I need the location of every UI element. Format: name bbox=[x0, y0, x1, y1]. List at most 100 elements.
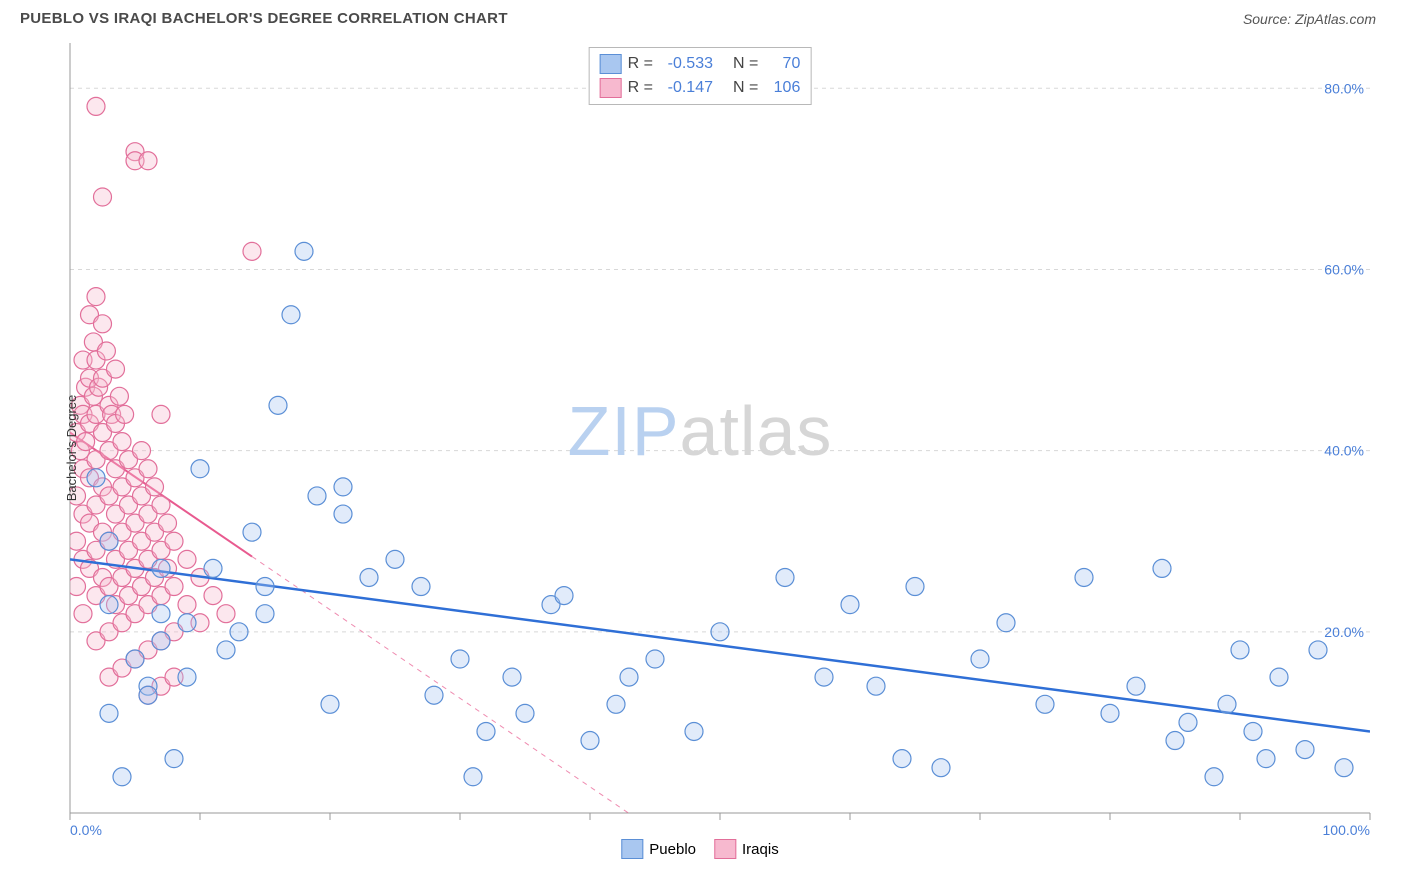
data-point bbox=[243, 242, 261, 260]
data-point bbox=[1205, 768, 1223, 786]
data-point bbox=[1296, 741, 1314, 759]
data-point bbox=[503, 668, 521, 686]
stat-n-label: N = bbox=[733, 52, 758, 76]
data-point bbox=[87, 288, 105, 306]
stats-swatch bbox=[600, 78, 622, 98]
y-axis-label: Bachelor's Degree bbox=[64, 395, 79, 502]
stat-r-value: -0.533 bbox=[659, 52, 713, 76]
data-point bbox=[412, 578, 430, 596]
data-point bbox=[230, 623, 248, 641]
data-point bbox=[1218, 695, 1236, 713]
data-point bbox=[113, 768, 131, 786]
data-point bbox=[204, 559, 222, 577]
data-point bbox=[165, 578, 183, 596]
data-point bbox=[1257, 750, 1275, 768]
data-point bbox=[1127, 677, 1145, 695]
data-point bbox=[139, 460, 157, 478]
data-point bbox=[97, 342, 115, 360]
data-point bbox=[1231, 641, 1249, 659]
data-point bbox=[815, 668, 833, 686]
legend-item: Pueblo bbox=[621, 839, 696, 859]
stat-n-value: 106 bbox=[764, 76, 800, 100]
data-point bbox=[87, 469, 105, 487]
stat-r-label: R = bbox=[628, 76, 653, 100]
data-point bbox=[1153, 559, 1171, 577]
data-point bbox=[87, 97, 105, 115]
data-point bbox=[74, 605, 92, 623]
data-point bbox=[68, 578, 86, 596]
data-point bbox=[269, 396, 287, 414]
data-point bbox=[178, 550, 196, 568]
stat-r-label: R = bbox=[628, 52, 653, 76]
stat-n-label: N = bbox=[733, 76, 758, 100]
legend-bottom: Pueblo Iraqis bbox=[621, 839, 778, 859]
data-point bbox=[360, 568, 378, 586]
data-point bbox=[139, 686, 157, 704]
data-point bbox=[295, 242, 313, 260]
data-point bbox=[282, 306, 300, 324]
data-point bbox=[685, 722, 703, 740]
data-point bbox=[776, 568, 794, 586]
y-tick-label: 40.0% bbox=[1324, 443, 1364, 459]
data-point bbox=[204, 587, 222, 605]
data-point bbox=[191, 460, 209, 478]
data-point bbox=[152, 632, 170, 650]
data-point bbox=[1075, 568, 1093, 586]
data-point bbox=[893, 750, 911, 768]
data-point bbox=[1101, 704, 1119, 722]
x-tick-label: 100.0% bbox=[1323, 822, 1370, 838]
data-point bbox=[77, 433, 95, 451]
data-point bbox=[646, 650, 664, 668]
data-point bbox=[386, 550, 404, 568]
data-point bbox=[1335, 759, 1353, 777]
chart-svg: 20.0%40.0%60.0%80.0%0.0%100.0% bbox=[20, 33, 1380, 863]
y-tick-label: 80.0% bbox=[1324, 80, 1364, 96]
data-point bbox=[334, 505, 352, 523]
data-point bbox=[256, 605, 274, 623]
stats-swatch bbox=[600, 54, 622, 74]
data-point bbox=[1036, 695, 1054, 713]
data-point bbox=[1309, 641, 1327, 659]
stat-n-value: 70 bbox=[764, 52, 800, 76]
legend-item: Iraqis bbox=[714, 839, 779, 859]
data-point bbox=[126, 650, 144, 668]
data-point bbox=[94, 188, 112, 206]
data-point bbox=[68, 532, 86, 550]
data-point bbox=[607, 695, 625, 713]
data-point bbox=[1270, 668, 1288, 686]
data-point bbox=[711, 623, 729, 641]
data-point bbox=[217, 641, 235, 659]
data-point bbox=[152, 496, 170, 514]
data-point bbox=[100, 532, 118, 550]
data-point bbox=[1244, 722, 1262, 740]
data-point bbox=[100, 704, 118, 722]
legend-label: Iraqis bbox=[742, 841, 779, 858]
legend-swatch bbox=[621, 839, 643, 859]
data-point bbox=[152, 605, 170, 623]
chart-header: PUEBLO VS IRAQI BACHELOR'S DEGREE CORREL… bbox=[0, 0, 1406, 33]
legend-swatch bbox=[714, 839, 736, 859]
data-point bbox=[94, 315, 112, 333]
data-point bbox=[1166, 732, 1184, 750]
x-tick-label: 0.0% bbox=[70, 822, 102, 838]
data-point bbox=[932, 759, 950, 777]
data-point bbox=[1179, 713, 1197, 731]
data-point bbox=[165, 532, 183, 550]
data-point bbox=[178, 614, 196, 632]
data-point bbox=[581, 732, 599, 750]
data-point bbox=[971, 650, 989, 668]
data-point bbox=[308, 487, 326, 505]
data-point bbox=[178, 668, 196, 686]
data-point bbox=[165, 750, 183, 768]
stats-box: R =-0.533N =70R =-0.147N =106 bbox=[589, 47, 812, 105]
data-point bbox=[113, 433, 131, 451]
data-point bbox=[139, 152, 157, 170]
data-point bbox=[116, 405, 134, 423]
data-point bbox=[110, 387, 128, 405]
data-point bbox=[243, 523, 261, 541]
data-point bbox=[451, 650, 469, 668]
stats-row: R =-0.533 N =70 bbox=[600, 52, 801, 76]
data-point bbox=[100, 596, 118, 614]
data-point bbox=[256, 578, 274, 596]
data-point bbox=[997, 614, 1015, 632]
